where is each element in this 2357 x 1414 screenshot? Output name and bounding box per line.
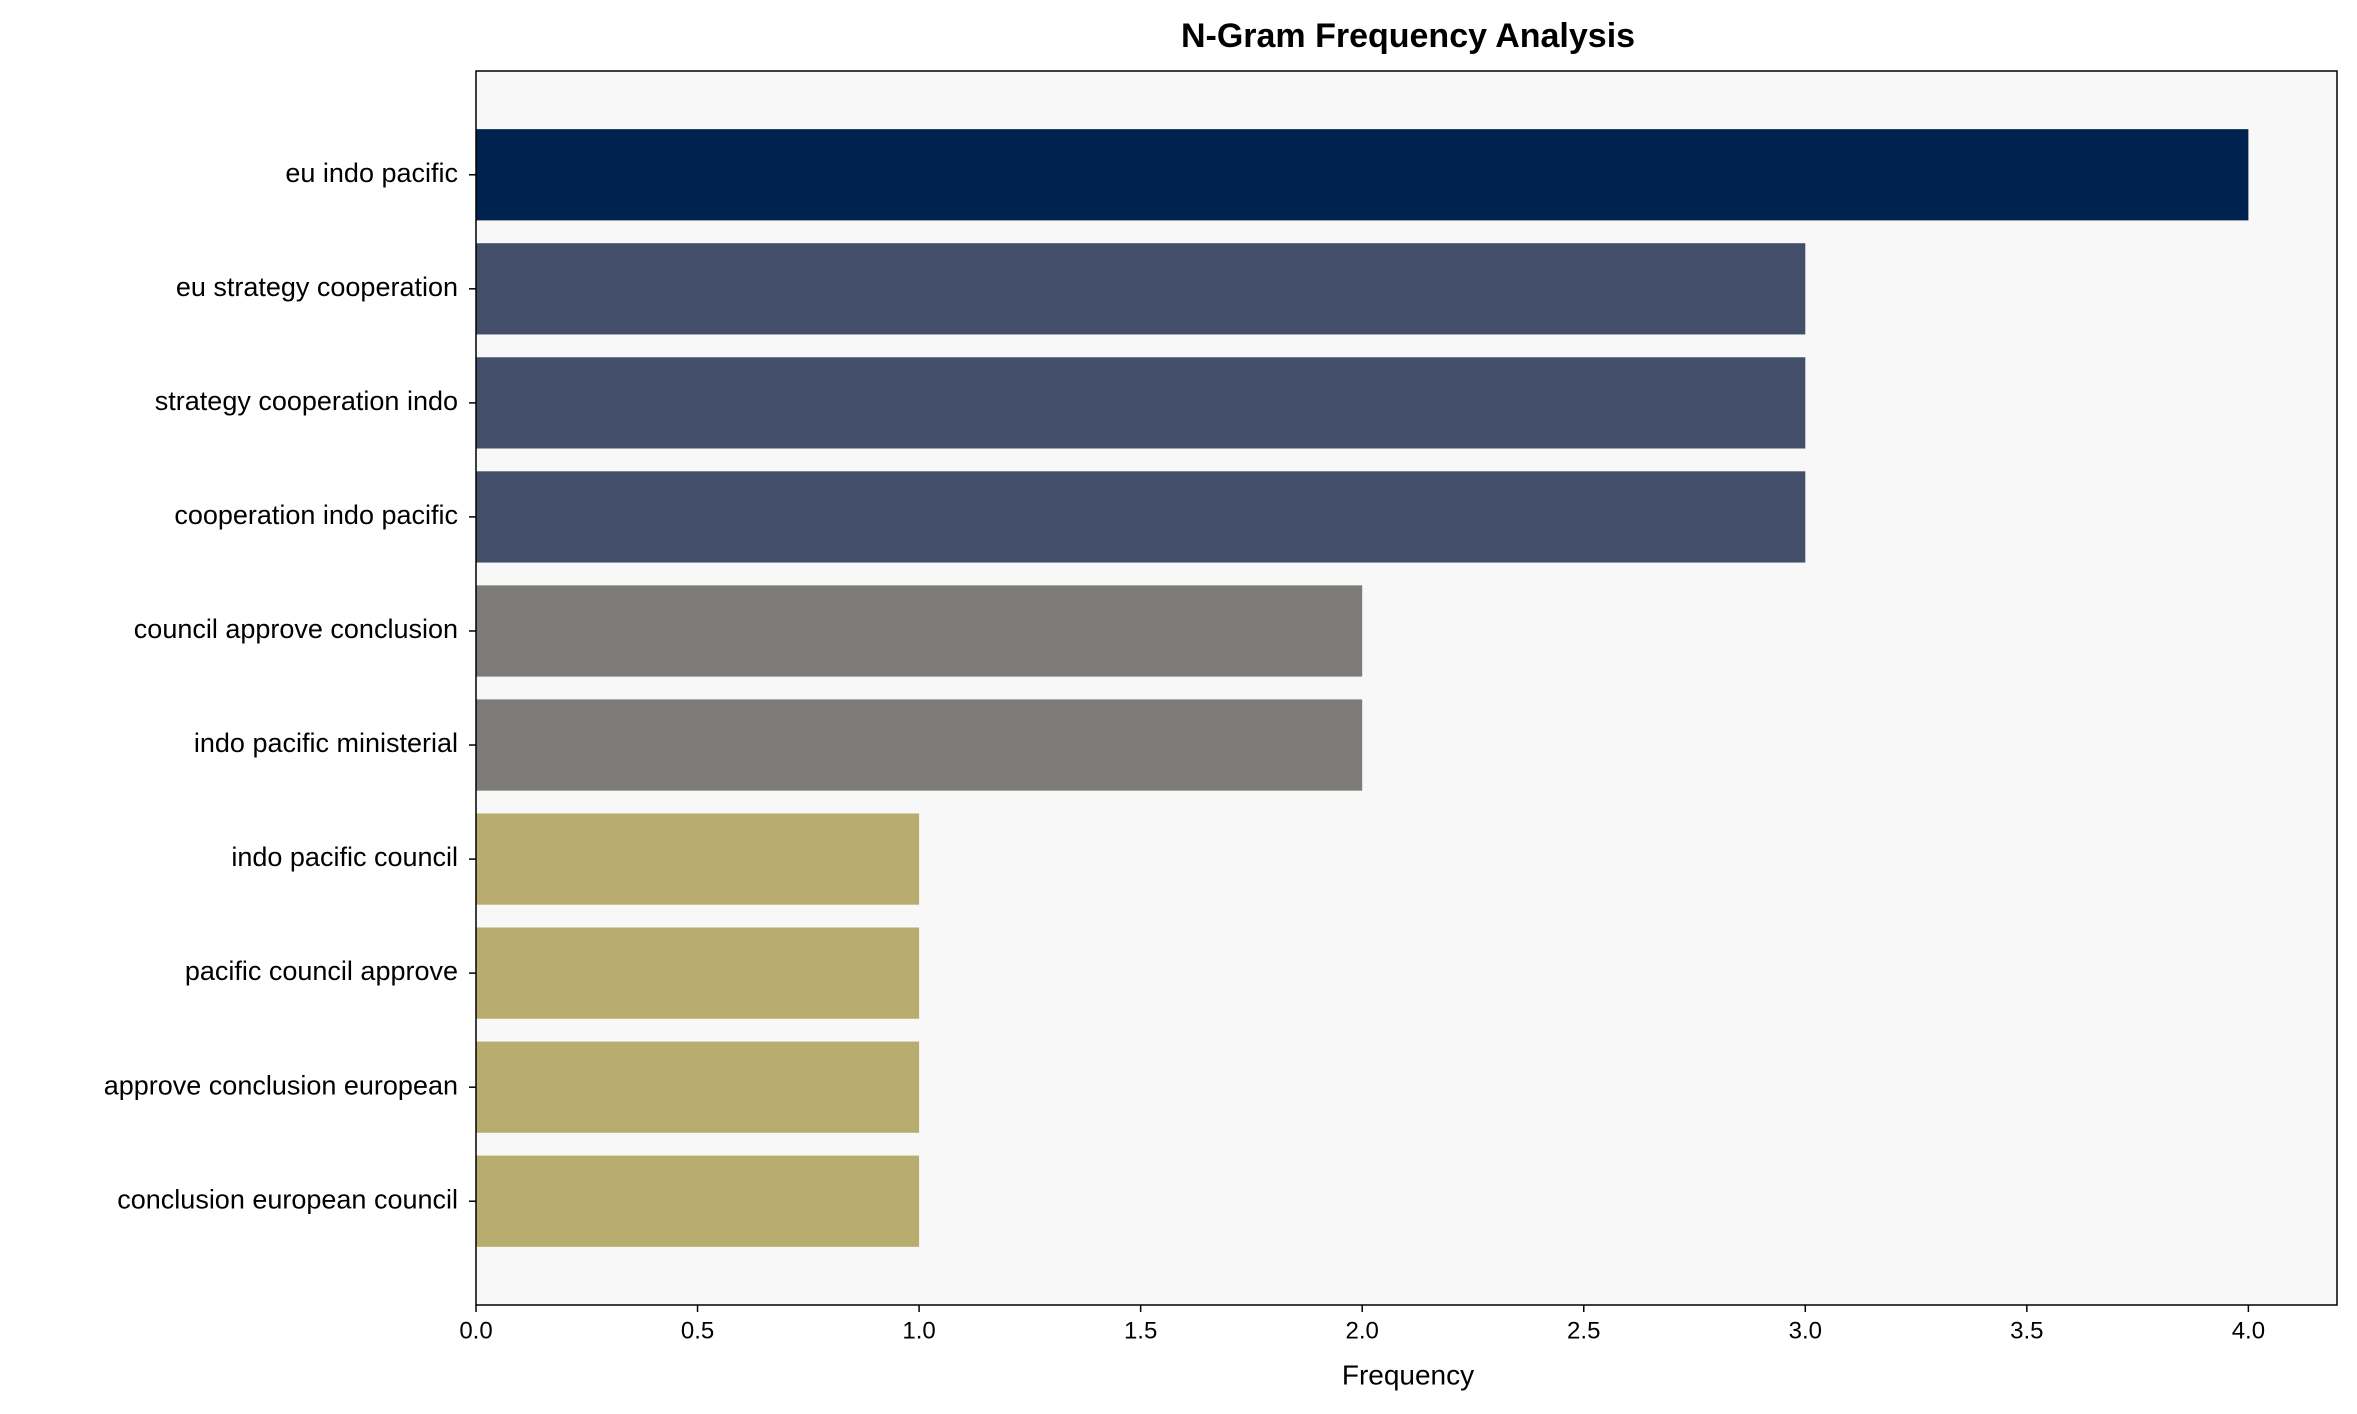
y-tick-label: indo pacific council xyxy=(231,842,458,872)
x-tick-label: 0.0 xyxy=(459,1317,492,1344)
y-tick-label: eu strategy cooperation xyxy=(176,272,458,302)
bar xyxy=(476,471,1806,563)
y-tick-label: approve conclusion european xyxy=(104,1070,458,1100)
chart-title: N-Gram Frequency Analysis xyxy=(1181,17,1635,55)
bar xyxy=(476,129,2249,221)
bar xyxy=(476,699,1363,791)
x-tick-label: 3.5 xyxy=(2010,1317,2043,1344)
x-axis-label: Frequency xyxy=(1342,1359,1474,1390)
x-tick-label: 1.5 xyxy=(1124,1317,1157,1344)
y-tick-label: indo pacific ministerial xyxy=(194,728,458,758)
y-tick-label: eu indo pacific xyxy=(285,158,458,188)
bar xyxy=(476,813,920,905)
x-tick-label: 1.0 xyxy=(902,1317,935,1344)
y-tick-label: conclusion european council xyxy=(117,1184,458,1214)
x-tick-label: 3.0 xyxy=(1789,1317,1822,1344)
x-tick-label: 2.0 xyxy=(1346,1317,1379,1344)
x-tick-label: 2.5 xyxy=(1567,1317,1600,1344)
bar xyxy=(476,1041,920,1133)
bar xyxy=(476,243,1806,335)
bar xyxy=(476,1155,920,1247)
x-tick-label: 0.5 xyxy=(681,1317,714,1344)
bar xyxy=(476,927,920,1019)
y-tick-label: pacific council approve xyxy=(185,956,458,986)
y-tick-label: council approve conclusion xyxy=(134,614,458,644)
bar xyxy=(476,585,1363,677)
plot-frame xyxy=(475,70,2338,1306)
x-tick-label: 4.0 xyxy=(2232,1317,2265,1344)
y-tick-label: cooperation indo pacific xyxy=(174,500,458,530)
y-tick-label: strategy cooperation indo xyxy=(155,386,458,416)
bar xyxy=(476,357,1806,449)
